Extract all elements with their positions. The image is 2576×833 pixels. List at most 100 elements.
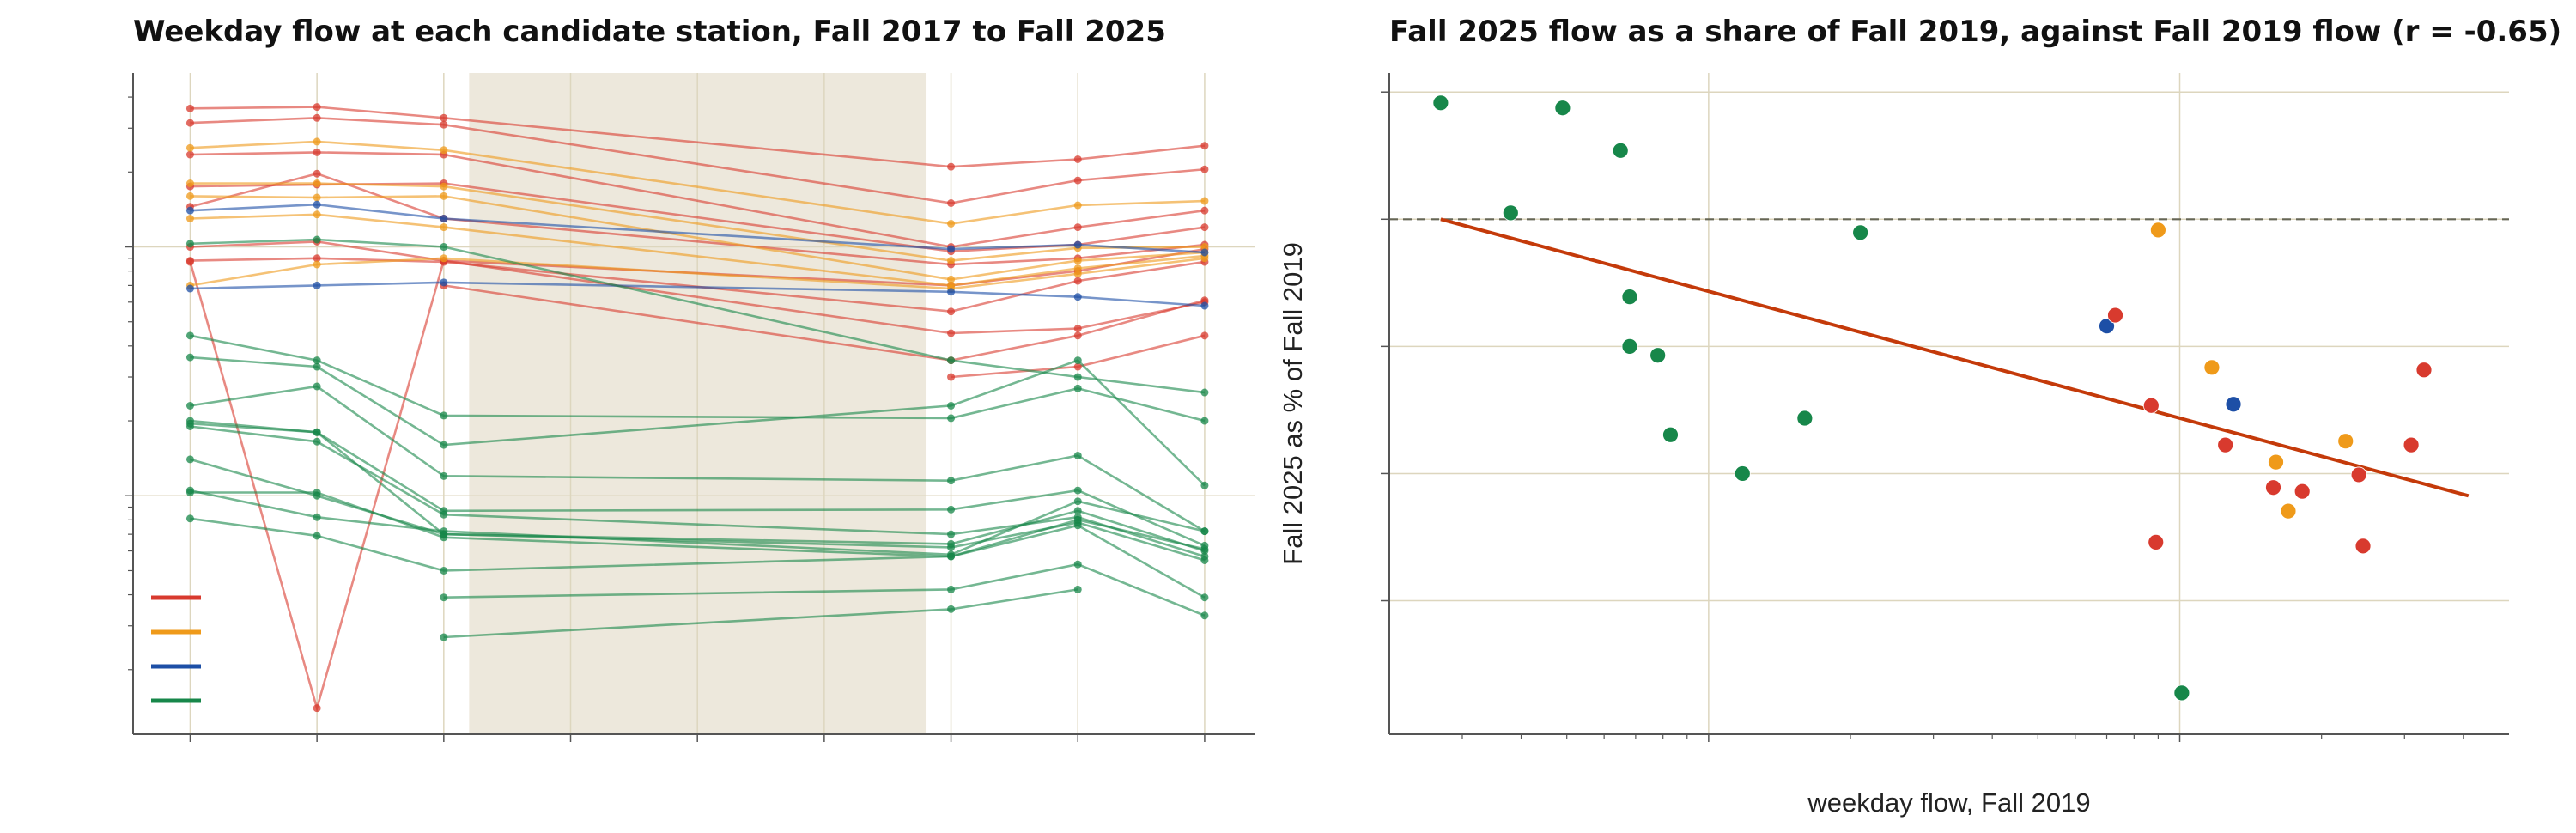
series-point-red [1200,165,1209,173]
series-point-orange [313,193,321,202]
series-point-red [440,120,448,129]
series-point-red [1200,296,1209,305]
series-point-orange [185,143,194,152]
series-point-green [1200,556,1209,564]
scatter-y-axis-label: Fall 2025 as % of Fall 2019 [1278,242,1308,565]
scatter-point-red [2293,483,2311,500]
series-line-green [190,489,1206,556]
series-point-green [313,235,321,244]
series-point-blue [1073,240,1082,249]
series-line-blue [190,281,1205,307]
series-point-orange [1073,257,1082,265]
scatter-point-green [1502,204,1519,222]
series-point-green [1200,388,1209,397]
series-point-green [947,552,956,561]
series-point-green [185,240,194,248]
series-point-green [947,477,956,485]
series-point-green [1073,452,1082,460]
line-chart-axes [125,73,1255,742]
series-line-green [190,385,1206,532]
scatter-point-blue [2225,396,2242,413]
series-point-green [1200,481,1209,489]
series-point-green [313,356,321,365]
series-line-red [190,151,1206,248]
series-point-orange [947,219,956,228]
series-point-green [313,437,321,446]
series-point-red [947,307,956,316]
series-point-green [1200,611,1209,620]
series-line-red [189,259,1206,713]
series-point-red [313,113,321,122]
scatter-point-green [2173,684,2190,702]
series-point-red [947,162,956,171]
series-point-green [1073,560,1082,569]
series-point-red [1073,325,1082,333]
series-point-green [313,513,321,521]
series-point-orange [313,210,321,219]
series-point-green [1200,416,1209,425]
series-point-green [1073,521,1082,530]
series-line-orange [190,195,1205,281]
scatter-point-green [1852,224,1869,241]
scatter-chart-panel: Fall 2025 flow as a share of Fall 2019, … [1278,15,2561,818]
series-point-green [947,505,956,514]
series-point-green [1200,527,1209,536]
series-point-green [1073,486,1082,495]
series-point-orange [1073,264,1082,272]
series-point-green [1073,356,1082,365]
series-line-orange [190,182,1205,262]
series-point-green [313,428,321,436]
series-point-green [1073,585,1082,593]
series-point-green [313,489,321,497]
series-point-green [185,331,194,340]
series-point-green [440,441,448,449]
series-point-red [313,148,321,156]
series-point-green [1073,373,1082,381]
series-point-green [440,566,448,575]
series-point-green [947,530,956,538]
series-point-green [947,401,956,410]
series-point-red [1073,176,1082,185]
scatter-point-red [2148,534,2165,550]
series-point-red [1073,155,1082,163]
scatter-point-green [1621,289,1638,306]
scatter-point-green [1612,142,1629,159]
series-line-red [190,182,1206,253]
series-point-red [947,329,956,337]
scatter-point-red [2354,538,2372,555]
scatter-point-red [2265,479,2281,496]
series-point-orange [313,179,321,188]
scatter-point-red [2142,397,2160,414]
series-point-red [440,113,448,122]
series-point-red [947,198,956,207]
series-line-green [443,562,1206,617]
scatter-point-green [1796,410,1814,427]
series-point-green [440,527,448,536]
series-point-orange [440,146,448,155]
series-point-blue [185,206,194,215]
scatter-point-orange [2337,433,2354,450]
series-point-orange [185,179,194,188]
series-point-green [1200,544,1209,553]
series-point-red [1200,142,1209,150]
series-point-green [440,411,448,420]
series-point-orange [440,182,448,191]
scatter-point-orange [2268,453,2284,471]
series-point-blue [440,278,448,287]
series-point-blue [185,284,194,293]
series-point-green [185,489,194,497]
series-point-blue [440,215,448,223]
series-point-green [947,356,956,365]
series-point-red [313,103,321,112]
series-point-green [440,633,448,641]
series-point-green [440,471,448,480]
fit-line [1440,217,2470,498]
series-line-green [190,422,1206,552]
series-point-red [1073,331,1082,340]
scatter-chart-axes [1381,73,2509,742]
scatter-point-green [1554,100,1571,117]
series-line-green [190,238,1206,394]
series-point-blue [313,200,321,209]
series-line-green [190,356,1206,487]
scatter-point-green [1734,465,1751,482]
